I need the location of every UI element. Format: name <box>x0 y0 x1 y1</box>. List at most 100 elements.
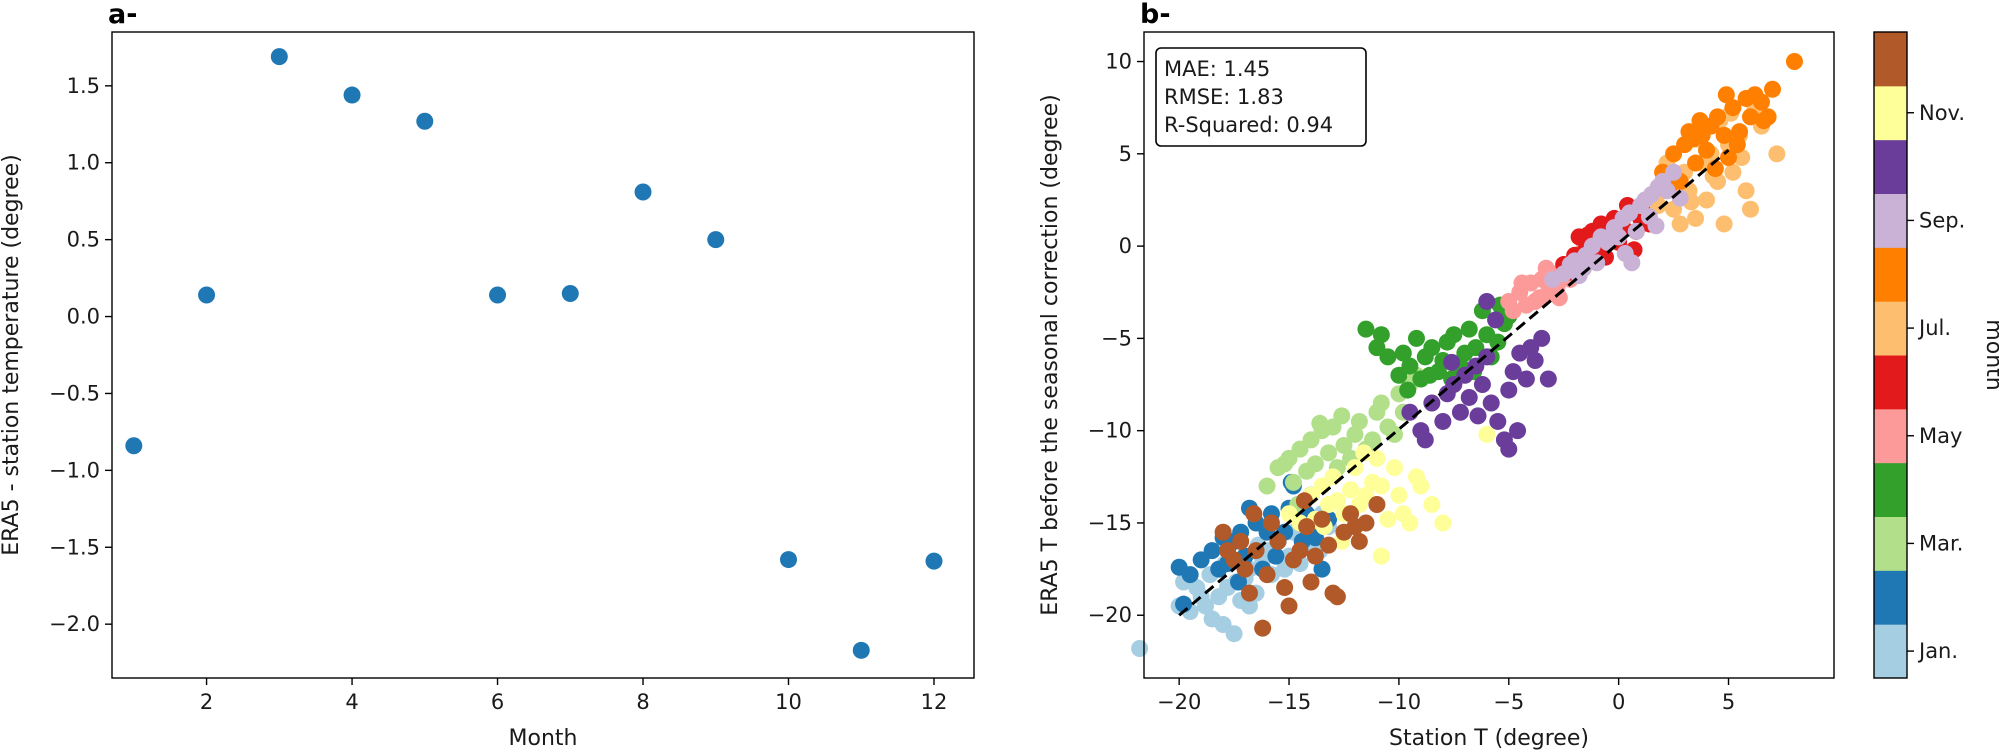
panel-b-point-month-5 <box>1531 289 1549 307</box>
panel-b-point-month-7 <box>1724 163 1742 181</box>
colorbar-tick-label: May <box>1919 424 1962 448</box>
panel-b-point-month-10 <box>1473 376 1491 394</box>
panel-b-point-month-8 <box>1752 93 1770 111</box>
panel-b-point-month-12 <box>1236 560 1254 578</box>
panel-b-point-month-7 <box>1737 182 1755 200</box>
panel-a-y-axis-label: ERA5 - station temperature (degree) <box>0 154 24 556</box>
panel-b-point-month-8 <box>1698 141 1716 159</box>
panel-b-point-month-12 <box>1302 573 1320 591</box>
panel-b-point-month-7 <box>1698 191 1716 209</box>
colorbar-label: month <box>1981 319 1999 390</box>
panel-b-x-tick-label: 0 <box>1612 690 1625 714</box>
panel-b-point-month-2 <box>1210 560 1228 578</box>
panel-b-point-month-2 <box>1181 566 1199 584</box>
panel-b-point-month-10 <box>1451 403 1469 421</box>
panel-b-point-month-12 <box>1295 492 1313 510</box>
colorbar-segment-month-3 <box>1874 516 1907 571</box>
panel-b-point-month-8 <box>1691 112 1709 130</box>
panel-b-point-month-11 <box>1423 496 1441 514</box>
panel-b-point-month-10 <box>1526 352 1544 370</box>
panel-a-point-12 <box>925 552 943 570</box>
panel-a-x-tick-label: 6 <box>491 690 504 714</box>
panel-b-point-month-4 <box>1445 326 1463 344</box>
panel-b-point-month-8 <box>1731 123 1749 141</box>
panel-a-y-tick-label: −0.5 <box>49 381 100 405</box>
panel-b-point-month-9 <box>1574 259 1592 277</box>
panel-b-point-month-8 <box>1724 99 1742 117</box>
panel-b-point-month-8 <box>1715 126 1733 144</box>
panel-b-point-month-10 <box>1489 412 1507 430</box>
panel-b-x-tick-label: 5 <box>1722 690 1735 714</box>
colorbar-segment-month-11 <box>1874 85 1907 141</box>
panel-b-point-month-2 <box>1229 573 1247 591</box>
panel-b-y-tick-label: 10 <box>1105 50 1132 74</box>
stats-mae: MAE: 1.45 <box>1164 57 1270 81</box>
panel-b-point-month-12 <box>1328 588 1346 606</box>
stats-r-squared: R-Squared: 0.94 <box>1164 113 1333 137</box>
panel-b-point-month-10 <box>1443 353 1461 371</box>
panel-a-x-tick-label: 4 <box>345 690 358 714</box>
panel-a-y-ticks: −2.0 −1.5 −1.0 −0.5 0.0 0.5 1.0 1.5 <box>49 74 112 636</box>
panel-b-point-month-10 <box>1504 363 1522 381</box>
panel-a-y-tick-label: −1.5 <box>49 535 100 559</box>
panel-a-label: a- <box>108 0 137 30</box>
colorbar-segment-month-4 <box>1874 462 1907 517</box>
panel-b-point-month-4 <box>1372 326 1390 344</box>
panel-b-x-tick-label: −15 <box>1267 690 1311 714</box>
panel-b-point-month-11 <box>1386 459 1404 477</box>
panel-b-point-month-12 <box>1306 547 1324 565</box>
panel-b-point-month-3 <box>1320 444 1338 462</box>
panel-b-point-month-4 <box>1460 320 1478 338</box>
panel-b: b- −20 −15 −10 −5 0 5 −20 −15 −10 −5 0 5 10 MAE: 1.… <box>1038 0 1835 751</box>
stats-rmse: RMSE: 1.83 <box>1164 85 1284 109</box>
panel-b-point-month-12 <box>1269 532 1287 550</box>
panel-b-point-month-10 <box>1416 431 1434 449</box>
panel-b-label: b- <box>1140 0 1171 30</box>
colorbar-tick-label: Jul. <box>1917 316 1951 340</box>
panel-b-y-axis-label: ERA5 T before the seasonal correction (d… <box>1038 94 1063 615</box>
panel-b-x-tick-label: −20 <box>1157 690 1201 714</box>
panel-b-point-month-11 <box>1379 510 1397 528</box>
panel-a-x-tick-label: 2 <box>200 690 213 714</box>
colorbar-segment-month-1 <box>1874 624 1907 679</box>
panel-a-point-11 <box>852 641 870 659</box>
panel-b-point-month-12 <box>1214 523 1232 541</box>
panel-b-point-month-3 <box>1284 473 1302 491</box>
panel-b-point-month-7 <box>1768 145 1786 163</box>
panel-b-point-month-10 <box>1478 348 1496 366</box>
panel-b-point-month-12 <box>1368 496 1386 514</box>
panel-a-point-10 <box>780 551 798 569</box>
panel-b-point-month-9 <box>1647 217 1665 235</box>
panel-b-point-month-11 <box>1328 492 1346 510</box>
panel-a-y-tick-label: 0.0 <box>67 305 100 329</box>
panel-b-point-month-1 <box>1188 579 1206 597</box>
panel-b-frame <box>1143 31 1835 679</box>
panel-b-point-month-7 <box>1741 200 1759 218</box>
colorbar-tick-label: Sep. <box>1919 208 1965 232</box>
panel-b-y-tick-label: 5 <box>1119 142 1132 166</box>
panel-a: a- 2 4 6 8 10 12 −2.0 −1.5 −1.0 −0.5 0.0 0.5 1.0 1.5… <box>0 0 975 751</box>
panel-b-point-month-4 <box>1407 329 1425 347</box>
panel-b-point-month-8 <box>1717 86 1735 104</box>
panel-b-point-month-10 <box>1478 292 1496 310</box>
panel-b-point-month-11 <box>1372 477 1390 495</box>
panel-a-x-tick-label: 12 <box>921 690 948 714</box>
panel-b-point-month-4 <box>1357 320 1375 338</box>
panel-a-point-7 <box>561 284 579 302</box>
panel-b-point-month-2 <box>1267 547 1285 565</box>
panel-b-y-tick-label: 0 <box>1119 234 1132 258</box>
panel-b-point-month-4 <box>1423 339 1441 357</box>
panel-b-point-month-12 <box>1240 584 1258 602</box>
colorbar-segment-month-9 <box>1874 193 1907 248</box>
stats-box: MAE: 1.45 RMSE: 1.83 R-Squared: 0.94 <box>1155 47 1367 147</box>
panel-b-point-month-3 <box>1258 477 1276 495</box>
panel-b-point-month-3 <box>1372 394 1390 412</box>
panel-b-point-month-2 <box>1175 595 1193 613</box>
panel-a-y-tick-label: −2.0 <box>49 612 100 636</box>
panel-b-point-month-12 <box>1232 532 1250 550</box>
panel-b-point-month-11 <box>1390 486 1408 504</box>
panel-b-y-tick-label: −20 <box>1088 603 1132 627</box>
panel-b-point-month-11 <box>1407 468 1425 486</box>
panel-a-point-2 <box>198 286 216 304</box>
